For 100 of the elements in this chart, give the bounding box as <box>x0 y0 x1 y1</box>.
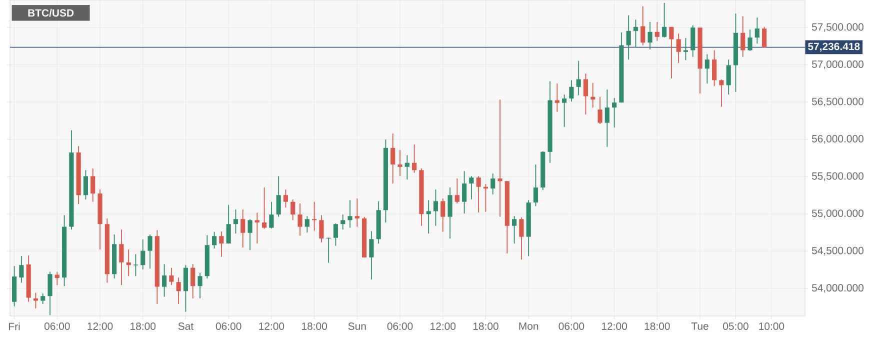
candlestick <box>433 189 438 226</box>
candlestick <box>233 209 238 234</box>
candlestick <box>126 248 131 277</box>
candlestick <box>340 214 346 230</box>
candlestick <box>519 217 524 260</box>
candlestick <box>148 234 152 269</box>
candlestick <box>276 176 281 218</box>
candlestick <box>40 292 46 305</box>
candlestick <box>704 54 710 84</box>
x-tick-label: 06:00 <box>558 322 584 330</box>
candlestick <box>648 21 652 50</box>
x-tick-label: Fri <box>9 322 20 330</box>
candlestick <box>248 218 252 251</box>
candlestick <box>462 170 467 214</box>
candlestick <box>333 222 338 246</box>
x-tick-label: Mon <box>519 322 538 330</box>
candlestick <box>19 256 24 284</box>
candlestick <box>212 231 217 249</box>
candlestick <box>48 271 52 316</box>
candlestick <box>348 200 352 228</box>
candlestick <box>398 150 402 176</box>
candlestick <box>283 189 288 208</box>
candlestick <box>412 144 417 174</box>
candlestick <box>440 198 446 232</box>
candlestick <box>676 33 681 64</box>
candlestick <box>254 212 260 244</box>
candlestick <box>198 272 202 299</box>
candlestick <box>762 26 767 48</box>
candlestick <box>354 198 360 228</box>
candlestick <box>169 267 174 286</box>
y-tick-label: 56,000.000 <box>812 135 864 144</box>
candlestick <box>426 200 431 234</box>
candlestick <box>562 94 567 128</box>
candlestick <box>269 201 274 229</box>
candlestick <box>640 6 646 46</box>
candlestick <box>262 187 267 230</box>
x-tick-label: 18:00 <box>302 322 327 330</box>
candlestick <box>133 254 138 277</box>
x-tick-label: 06:00 <box>387 322 413 330</box>
candlestick <box>290 198 296 221</box>
candlestick <box>498 99 502 218</box>
candlestick <box>604 89 610 148</box>
x-tick-label: 10:00 <box>759 322 784 330</box>
candlestick <box>183 264 188 312</box>
x-tick-label: 06:00 <box>216 322 242 330</box>
candlestick <box>83 170 88 200</box>
candlestick <box>319 214 324 243</box>
candlestick <box>483 184 488 212</box>
candlestick <box>712 50 717 87</box>
x-tick-label: 12:00 <box>259 322 284 330</box>
candlestick <box>298 203 302 236</box>
x-tick-label: 18:00 <box>644 322 670 330</box>
y-tick-label: 57,000.000 <box>812 60 864 70</box>
x-tick-label: 18:00 <box>130 322 156 330</box>
candlestick <box>369 230 374 280</box>
candlestick <box>304 216 310 233</box>
y-tick-label: 54,500.000 <box>812 246 864 256</box>
candlestick <box>90 168 96 202</box>
candlestick <box>748 29 752 52</box>
candlestick <box>754 17 760 44</box>
candlestick <box>726 59 731 96</box>
x-tick-label: 18:00 <box>473 322 498 330</box>
candlestick <box>190 264 196 299</box>
candlestick <box>476 176 481 213</box>
candlestick <box>533 164 538 207</box>
candlestick <box>448 187 452 239</box>
x-tick-label: Tue <box>691 322 708 330</box>
y-tick-label: 54,000.000 <box>812 284 864 293</box>
x-tick-label: 06:00 <box>44 322 70 330</box>
candlestick <box>226 204 231 244</box>
candlestick <box>583 73 588 115</box>
candlestick <box>240 209 246 248</box>
candlestick <box>176 277 181 305</box>
candlestick <box>219 231 224 258</box>
candlestick <box>598 96 602 125</box>
x-tick-label: 12:00 <box>602 322 627 330</box>
candlestick <box>569 80 574 102</box>
candlestick <box>140 239 146 270</box>
y-tick-label: 56,500.000 <box>812 98 864 106</box>
candlestick <box>119 229 124 286</box>
y-tick-label: 55,500.000 <box>812 172 864 181</box>
candlestick <box>690 24 696 58</box>
y-tick-label: 55,000.000 <box>812 210 864 218</box>
text: BTC/USD <box>28 8 74 17</box>
candlestick <box>683 37 688 61</box>
x-tick-label: Sun <box>348 322 366 330</box>
candlestick <box>54 271 60 286</box>
candlestick <box>590 82 596 108</box>
candlestick <box>669 26 674 79</box>
candlestick <box>162 264 167 298</box>
candlestick <box>662 2 667 38</box>
x-tick-label: 12:00 <box>88 322 113 330</box>
x-tick-label: 05:00 <box>723 322 748 330</box>
candlestick <box>740 16 746 58</box>
candlestick <box>512 216 517 244</box>
candlestick <box>612 97 617 128</box>
x-tick-label: Sat <box>178 322 194 330</box>
y-tick-label: 57,500.000 <box>812 23 864 32</box>
candlestick <box>554 83 560 112</box>
candlestick <box>719 79 724 108</box>
